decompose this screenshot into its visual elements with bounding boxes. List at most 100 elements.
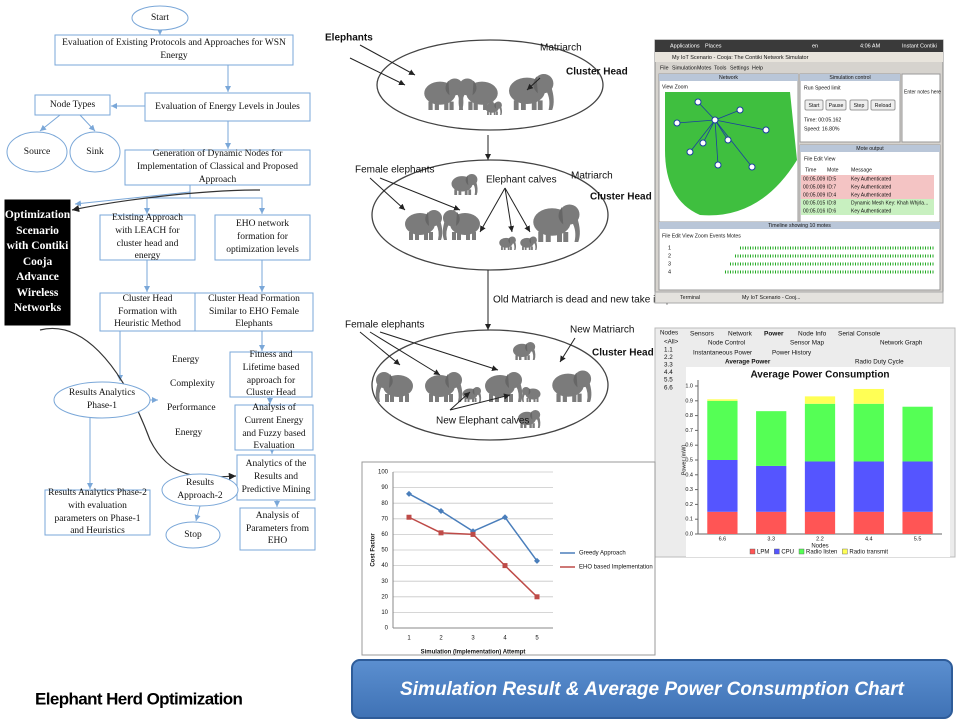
mote-column: Message <box>851 167 872 173</box>
net-node <box>748 163 756 171</box>
y-tick-label: 0 <box>385 626 389 632</box>
point <box>406 514 412 520</box>
notes-panel <box>901 73 941 143</box>
node-item[interactable]: 1.1 <box>664 346 673 353</box>
elephant-leg <box>529 423 532 428</box>
legend-label: Greedy Approach <box>579 551 626 557</box>
ctl-time: Time: 00:05.162 <box>804 117 841 123</box>
elephant-ear <box>558 207 564 225</box>
bar-segment <box>853 511 884 534</box>
net-link <box>714 119 767 131</box>
mote-column: Mote <box>827 167 839 173</box>
power-subtab[interactable]: Network Graph <box>880 340 923 347</box>
node-item[interactable]: 2.2 <box>664 354 673 361</box>
elephant-leg <box>563 232 569 242</box>
ctl-button[interactable] <box>849 99 869 111</box>
x-axis-label: Nodes <box>811 544 828 550</box>
y-tick-label: 0.2 <box>685 502 693 508</box>
flow-box <box>234 404 314 451</box>
power-tab[interactable]: Network <box>728 331 753 338</box>
ctl-button-text: Step <box>854 103 865 109</box>
node-item[interactable]: <All> <box>664 339 679 346</box>
elephant-ear <box>472 80 477 96</box>
power-tab[interactable]: Sensors <box>690 331 715 338</box>
node-item[interactable]: 5.5 <box>664 377 673 384</box>
y-tick-label: 0.8 <box>685 413 693 419</box>
y-tick-label: 30 <box>381 579 388 585</box>
elephant-ear <box>525 343 528 352</box>
mote-cell: Key Authenticated <box>851 176 892 182</box>
elephant-leg <box>464 189 468 195</box>
node-item[interactable]: 3.3 <box>664 361 673 368</box>
elephant-ear <box>445 80 450 96</box>
power-view[interactable]: Power History <box>772 350 812 357</box>
power-mode[interactable]: Radio Duty Cycle <box>855 359 904 366</box>
net-link <box>714 119 729 141</box>
legend-swatch <box>798 548 805 555</box>
power-subtab[interactable]: Sensor Map <box>790 340 824 347</box>
elephant-leg <box>524 246 527 250</box>
power-tab[interactable]: Power <box>764 331 784 338</box>
power-subtab[interactable]: Node Control <box>708 340 745 347</box>
arrow <box>449 391 471 411</box>
arrow <box>559 337 576 363</box>
elephant-leg <box>527 355 530 360</box>
net-link <box>676 119 716 124</box>
ctl-panel-title-text: Simulation control <box>829 75 870 81</box>
power-tab[interactable]: Node Info <box>798 331 827 338</box>
elephant-trunk <box>436 220 443 240</box>
sim-topbar <box>655 40 943 52</box>
flow-box <box>236 454 316 501</box>
elephant-icon <box>375 372 413 402</box>
elephant-trunk <box>572 217 580 242</box>
net-node <box>711 116 719 124</box>
ctl-panel-title <box>800 74 900 81</box>
bar-segment <box>804 511 836 534</box>
y-tick-label: 1.0 <box>685 383 693 389</box>
flow-terminal <box>165 521 221 549</box>
elephant-icon <box>425 372 463 402</box>
bar-segment <box>756 511 787 534</box>
power-tab[interactable]: Serial Console <box>838 331 881 338</box>
bar-segment <box>804 403 836 462</box>
elephant-leg <box>493 111 496 115</box>
ctl-button[interactable] <box>825 99 847 111</box>
power-mode[interactable]: Average Power <box>725 359 771 366</box>
elephant-leg <box>531 246 533 250</box>
flow-box <box>54 34 294 66</box>
notes-text: Enter notes here <box>904 89 941 95</box>
mote-cell: Dynamic Mesh Key: Khah Whjrla... <box>851 200 928 206</box>
node-item[interactable]: 6.6 <box>664 384 673 391</box>
x-tick-label: 5.5 <box>914 536 922 542</box>
banner <box>351 659 953 719</box>
elephant-leg <box>467 398 470 402</box>
elephant-leg <box>464 398 467 402</box>
ctl-button[interactable] <box>804 99 824 111</box>
elephant-leg <box>536 398 539 402</box>
power-view[interactable]: Instantaneous Power <box>693 350 752 357</box>
net-link <box>697 101 716 121</box>
sim-menu-item: File <box>660 65 669 71</box>
mote-cell: ID:5 <box>827 176 836 182</box>
elephant-leg <box>572 393 577 402</box>
elephant-leg <box>489 111 492 115</box>
taskbar-item: My IoT Scenario - Cooj... <box>742 295 800 301</box>
mote-row <box>801 207 934 215</box>
mote-row <box>801 191 934 199</box>
elephant-leg <box>468 189 472 195</box>
arrow <box>449 393 511 411</box>
flow-box <box>34 94 111 116</box>
herd-label: Elephant calves <box>486 175 557 186</box>
flow-terminal <box>6 131 68 173</box>
node-item[interactable]: 4.4 <box>664 369 673 376</box>
bar-segment <box>902 461 933 512</box>
ctl-speed: Speed: 16.80% <box>804 126 840 132</box>
elephant-leg <box>385 394 389 402</box>
x-axis-label: Simulation (Implementation) Attempt <box>421 650 526 656</box>
elephant-ear <box>528 388 531 395</box>
elephant-leg <box>472 398 474 402</box>
timeline-row: 1 <box>668 245 671 251</box>
ctl-button[interactable] <box>870 99 896 111</box>
